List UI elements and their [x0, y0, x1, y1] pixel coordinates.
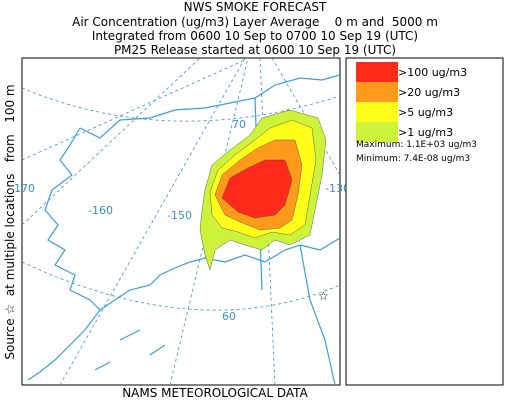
plume-level: [221, 159, 293, 219]
longitude-line: [59, 58, 246, 385]
legend-swatch: [356, 122, 398, 142]
coastline: [79, 74, 340, 139]
legend-swatch: [356, 62, 398, 82]
title: NWS SMOKE FORECAST: [184, 0, 327, 14]
subtitle: Integrated from 0600 10 Sep to 0700 10 S…: [92, 29, 418, 43]
grid-label: -130: [325, 182, 350, 195]
legend-swatch: [356, 102, 398, 122]
side-label: Source ☆ at multiple locations from 100 …: [3, 84, 17, 359]
grid-label: -170: [10, 182, 35, 195]
grid-label: 70: [232, 118, 246, 131]
subtitle: PM25 Release started at 0600 10 Sep 19 (…: [114, 43, 396, 57]
source-marker: ☆: [318, 289, 329, 303]
coastline: [44, 127, 340, 311]
subtitle: Air Concentration (ug/m3) Layer Average …: [72, 15, 438, 29]
grid-label: 60: [222, 310, 236, 323]
latitude-line: [22, 87, 340, 122]
longitude-line: [22, 59, 246, 161]
legend-label: >100 ug/m3: [398, 66, 467, 79]
grid-label: -150: [167, 209, 192, 222]
coastline: [94, 329, 166, 371]
coastline: [27, 309, 101, 381]
legend-items: >100 ug/m3 >20 ug/m3 >5 ug/m3 >1 ug/m3: [356, 62, 467, 142]
map: 70 -170 -160 -150 -130 60 ☆: [10, 57, 350, 386]
minimum: Minimum: 7.4E-08 ug/m3: [356, 154, 470, 164]
longitude-line: [22, 58, 201, 226]
legend-label: >5 ug/m3: [398, 106, 453, 119]
legend-label: >20 ug/m3: [398, 86, 460, 99]
legend-label: >1 ug/m3: [398, 126, 453, 139]
maximum: Maximum: 1.1E+03 ug/m3: [356, 140, 477, 150]
legend: >100 ug/m3 >20 ug/m3 >5 ug/m3 >1 ug/m3 Maxi…: [345, 57, 504, 386]
legend-swatch: [356, 82, 398, 102]
grid-label: -160: [88, 204, 113, 217]
coastline: [299, 244, 336, 385]
footer: NAMS METEOROLOGICAL DATA: [122, 386, 308, 400]
latitude-line: [22, 261, 340, 311]
